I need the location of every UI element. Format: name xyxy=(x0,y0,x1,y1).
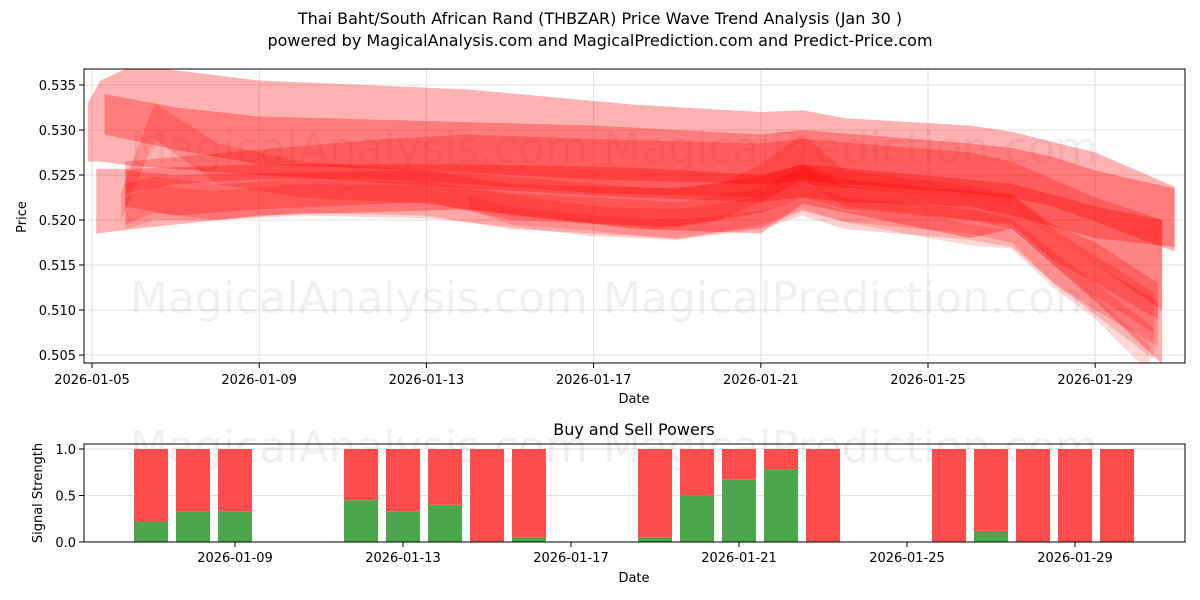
watermark-prediction-mid: MagicalPrediction.com xyxy=(603,273,1098,324)
buy-bar xyxy=(974,531,1008,542)
price-x-tick-label: 2026-01-09 xyxy=(221,373,297,388)
price-x-tick-label: 2026-01-13 xyxy=(389,373,465,388)
buy-bar xyxy=(512,537,546,542)
sell-bar xyxy=(638,449,672,537)
price-chart: MagicalAnalysis.com MagicalPrediction.co… xyxy=(15,65,1185,407)
price-y-tick-label: 0.530 xyxy=(39,124,76,139)
signal-y-tick-label: 0.5 xyxy=(55,490,76,505)
signal-x-tick-label: 2026-01-13 xyxy=(365,551,441,566)
signal-x-axis-label: Date xyxy=(618,571,649,586)
sell-bar xyxy=(1058,449,1092,542)
buy-bar xyxy=(722,480,756,542)
signal-x-tick-label: 2026-01-25 xyxy=(869,551,945,566)
signal-y-tick-label: 1.0 xyxy=(55,443,76,458)
sell-bar xyxy=(1100,449,1134,542)
sell-bar xyxy=(722,449,756,480)
buy-bar xyxy=(134,522,168,542)
price-y-tick-label: 0.535 xyxy=(39,79,76,94)
buy-bar xyxy=(764,469,798,542)
buy-bar xyxy=(680,496,714,543)
signal-y-axis-label: Signal Strength xyxy=(31,443,46,543)
sell-bar xyxy=(344,449,378,500)
price-x-tick-label: 2026-01-25 xyxy=(890,373,966,388)
sell-bar xyxy=(974,449,1008,531)
sell-bar xyxy=(134,449,168,522)
price-x-tick-label: 2026-01-17 xyxy=(556,373,632,388)
signal-x-tick-label: 2026-01-21 xyxy=(701,551,777,566)
sell-bar xyxy=(470,449,504,542)
signal-x-tick-label: 2026-01-29 xyxy=(1037,551,1113,566)
sell-bar xyxy=(428,449,462,505)
signal-y-tick-label: 0.0 xyxy=(55,536,76,551)
price-y-tick-label: 0.520 xyxy=(39,214,76,229)
price-y-tick-label: 0.515 xyxy=(39,259,76,274)
chart-canvas: MagicalAnalysis.com MagicalPrediction.co… xyxy=(0,0,1200,600)
sell-bar xyxy=(1016,449,1050,542)
buy-bar xyxy=(386,511,420,542)
signal-x-tick-label: 2026-01-17 xyxy=(533,551,609,566)
buy-bar xyxy=(344,500,378,542)
sell-bar xyxy=(512,449,546,537)
sell-bar xyxy=(218,449,252,511)
sell-bar xyxy=(932,449,966,542)
sell-bar xyxy=(176,449,210,511)
buy-bar xyxy=(218,511,252,542)
price-y-axis-label: Price xyxy=(15,201,30,233)
watermark-analysis-mid: MagicalAnalysis.com xyxy=(130,273,588,324)
wave-bands xyxy=(88,65,1175,373)
price-x-tick-label: 2026-01-29 xyxy=(1057,373,1133,388)
price-y-tick-label: 0.525 xyxy=(39,169,76,184)
buy-bar xyxy=(428,505,462,542)
price-x-tick-label: 2026-01-05 xyxy=(54,373,130,388)
sell-bar xyxy=(386,449,420,511)
sell-bar xyxy=(764,449,798,469)
price-x-axis-label: Date xyxy=(618,392,649,407)
sell-bar xyxy=(806,449,840,542)
price-y-tick-label: 0.510 xyxy=(39,304,76,319)
price-y-tick-label: 0.505 xyxy=(39,349,76,364)
signal-chart: Buy and Sell Powers MagicalAnalysis.com … xyxy=(31,420,1185,586)
buy-bar xyxy=(638,537,672,542)
signal-x-tick-label: 2026-01-09 xyxy=(197,551,273,566)
price-x-tick-label: 2026-01-21 xyxy=(723,373,799,388)
buy-bar xyxy=(176,511,210,542)
sell-bar xyxy=(680,449,714,496)
